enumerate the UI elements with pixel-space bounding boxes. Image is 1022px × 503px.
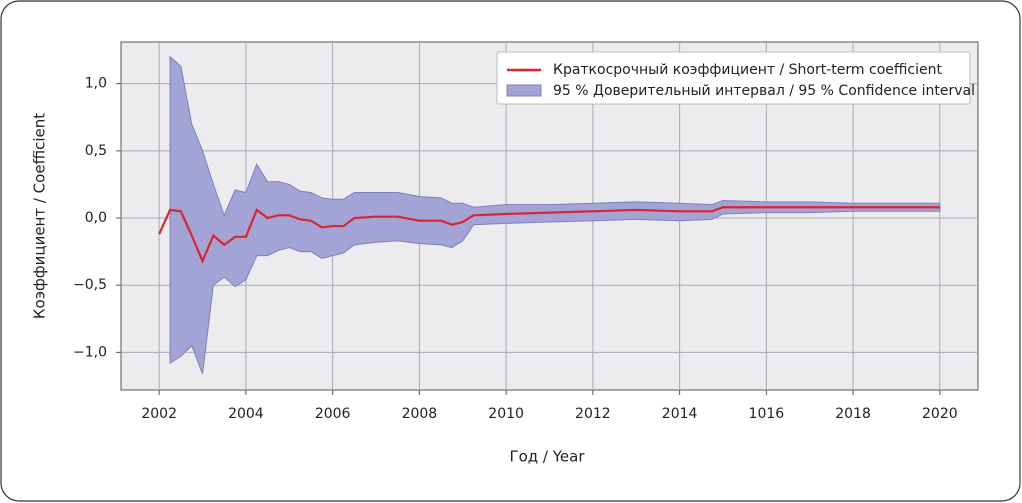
y-tick-label: 1,0 [85, 76, 107, 92]
legend-label: 95 % Доверительный интервал / 95 % Confi… [553, 83, 975, 99]
x-tick-label: 1016 [749, 406, 785, 422]
y-tick-label: 0,0 [85, 210, 107, 226]
confidence-band [169, 55, 941, 375]
y-axis-label: Коэффициент / Coefficient [31, 113, 49, 319]
legend-band-swatch [506, 84, 542, 97]
y-tick-label: −1,0 [73, 344, 107, 360]
x-tick-label: 2006 [315, 406, 351, 422]
legend-box [496, 51, 971, 105]
x-tick-label: 2010 [488, 406, 524, 422]
x-tick-label: 2018 [835, 406, 871, 422]
line [158, 206, 940, 264]
legend: Краткосрочный коэффициент / Short-term c… [496, 51, 975, 105]
x-tick-label: 2012 [575, 406, 611, 422]
legend-label: Краткосрочный коэффициент / Short-term c… [553, 62, 942, 78]
y-tick-label: 0,5 [85, 143, 107, 159]
y-tick-label: −0,5 [73, 277, 107, 293]
x-tick-label: 2002 [141, 406, 177, 422]
x-tick-label: 2008 [402, 406, 438, 422]
x-tick-label: 2004 [228, 406, 264, 422]
x-axis-label: Год / Year [509, 448, 585, 466]
x-tick-label: 2020 [922, 406, 958, 422]
x-tick-label: 2014 [662, 406, 698, 422]
